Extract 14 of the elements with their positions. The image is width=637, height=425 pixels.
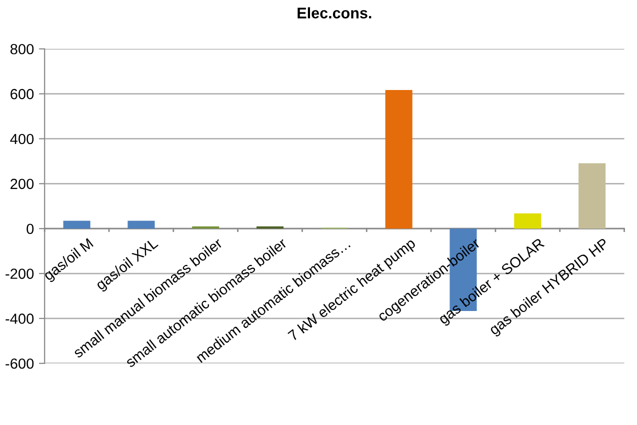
y-tick-label: 200 — [10, 178, 34, 190]
bar — [63, 220, 90, 229]
y-tick-label: 0 — [26, 224, 34, 234]
bar — [578, 163, 606, 229]
y-tick-label: -200 — [6, 268, 34, 279]
chart-title: Elec.cons. — [298, 7, 372, 18]
y-tick-label: -600 — [6, 358, 34, 369]
y-tick-label: 600 — [10, 88, 34, 100]
bar — [128, 220, 155, 229]
bar — [385, 90, 412, 229]
y-tick-label: 400 — [10, 134, 34, 144]
y-tick-label: -400 — [6, 314, 34, 324]
bar — [514, 213, 542, 229]
y-tick-label: 800 — [10, 44, 34, 54]
